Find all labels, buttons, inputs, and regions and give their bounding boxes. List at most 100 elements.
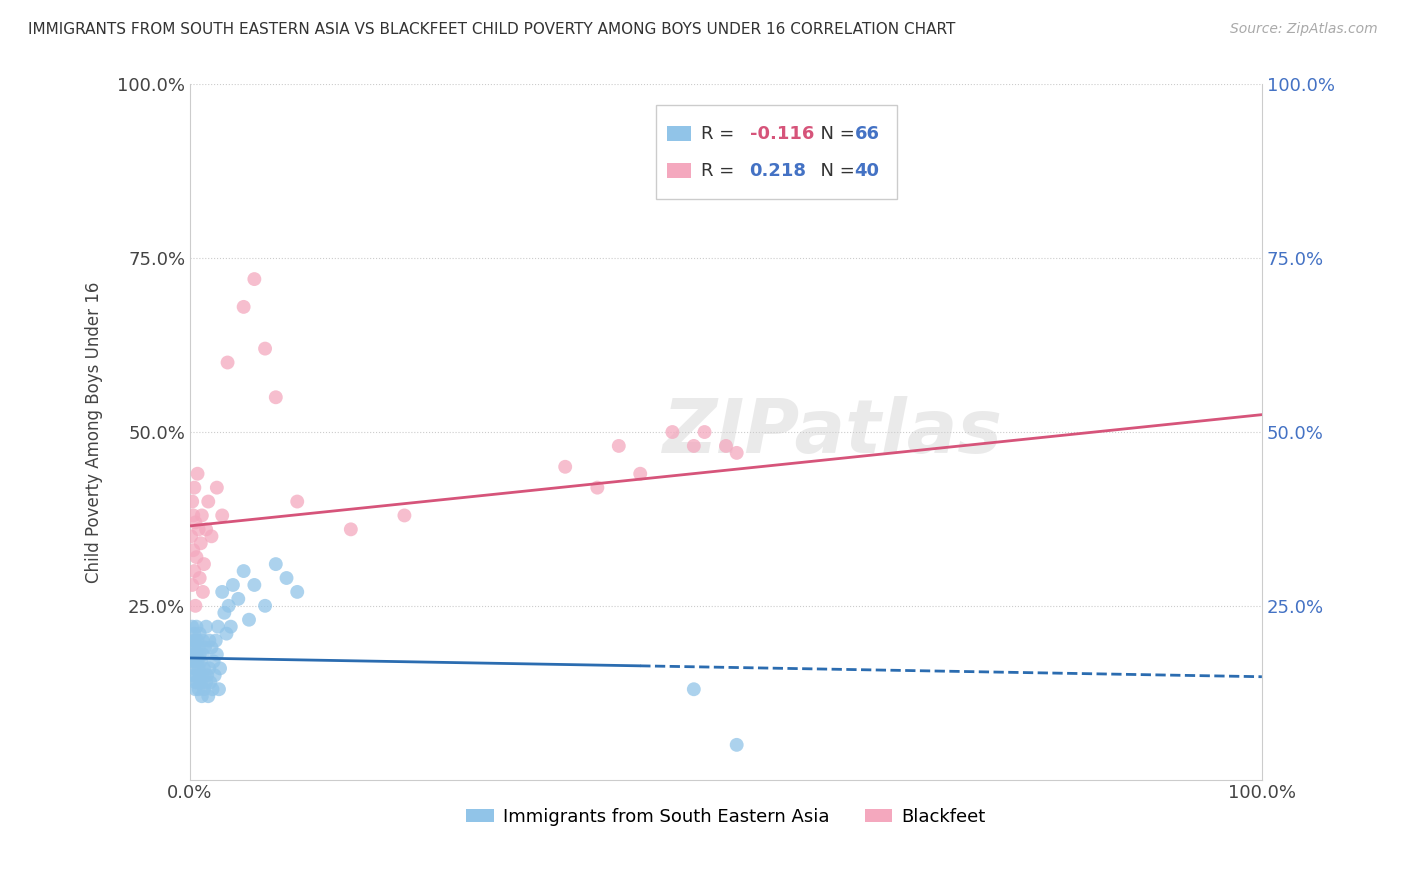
Point [184, 599, 207, 613]
Point [194, 640, 217, 655]
Point [207, 620, 229, 634]
Point [181, 633, 204, 648]
Point [200, 640, 222, 655]
Text: N =: N = [808, 125, 860, 143]
Point [586, 481, 609, 495]
Point [682, 682, 704, 697]
Point [232, 300, 254, 314]
Point [184, 516, 207, 530]
Point [264, 390, 287, 404]
Point [181, 668, 204, 682]
Point [191, 633, 214, 648]
Point [254, 342, 277, 356]
Point [264, 557, 287, 571]
Point [205, 648, 228, 662]
Text: Source: ZipAtlas.com: Source: ZipAtlas.com [1230, 22, 1378, 37]
Point [226, 591, 249, 606]
Point [276, 571, 298, 585]
Point [188, 668, 211, 682]
Point [181, 543, 204, 558]
Point [200, 675, 222, 690]
Point [190, 655, 212, 669]
Point [180, 640, 202, 655]
Point [187, 467, 209, 481]
Point [183, 626, 205, 640]
Point [554, 459, 576, 474]
Point [193, 682, 215, 697]
Point [184, 675, 207, 690]
Point [187, 655, 209, 669]
Point [188, 626, 211, 640]
Text: 40: 40 [855, 161, 880, 179]
Bar [666, 163, 690, 178]
Point [208, 682, 231, 697]
Point [197, 494, 219, 508]
Text: IMMIGRANTS FROM SOUTH EASTERN ASIA VS BLACKFEET CHILD POVERTY AMONG BOYS UNDER 1: IMMIGRANTS FROM SOUTH EASTERN ASIA VS BL… [28, 22, 956, 37]
Point [204, 633, 226, 648]
Y-axis label: Child Poverty Among Boys Under 16: Child Poverty Among Boys Under 16 [86, 281, 103, 582]
Point [187, 640, 209, 655]
Text: ZIPatlas: ZIPatlas [664, 395, 1002, 468]
Point [184, 633, 207, 648]
Point [181, 655, 204, 669]
Point [714, 439, 737, 453]
Point [672, 105, 695, 120]
Point [243, 272, 266, 286]
Point [202, 655, 225, 669]
Point [190, 675, 212, 690]
Point [628, 467, 651, 481]
Point [725, 738, 748, 752]
Point [181, 620, 204, 634]
Point [211, 585, 233, 599]
Point [183, 661, 205, 675]
Point [661, 425, 683, 439]
Point [725, 446, 748, 460]
Point [222, 578, 245, 592]
Point [186, 550, 208, 565]
Point [195, 668, 218, 682]
Point [195, 620, 218, 634]
Point [181, 494, 204, 508]
Point [187, 675, 209, 690]
Point [190, 536, 212, 550]
Point [183, 564, 205, 578]
Point [183, 640, 205, 655]
Point [184, 655, 207, 669]
Point [188, 571, 211, 585]
Point [197, 689, 219, 703]
Point [188, 648, 211, 662]
Point [187, 661, 209, 675]
Point [187, 522, 209, 536]
Text: -0.116: -0.116 [749, 125, 814, 143]
Point [186, 668, 208, 682]
Bar [666, 126, 690, 142]
Point [191, 508, 214, 523]
Point [204, 668, 226, 682]
Point [198, 633, 221, 648]
Point [254, 599, 277, 613]
Point [285, 585, 308, 599]
Point [191, 668, 214, 682]
Point [195, 675, 218, 690]
Point [191, 648, 214, 662]
Point [184, 682, 207, 697]
Point [238, 613, 260, 627]
Point [191, 585, 214, 599]
Point [219, 620, 242, 634]
Point [181, 508, 204, 523]
Point [285, 494, 308, 508]
Point [682, 439, 704, 453]
Point [200, 529, 222, 543]
Point [187, 682, 209, 697]
Point [181, 648, 204, 662]
Point [394, 508, 416, 523]
Point [186, 648, 208, 662]
Point [201, 682, 224, 697]
Point [181, 578, 204, 592]
Point [693, 425, 716, 439]
Point [215, 626, 238, 640]
Text: R =: R = [702, 161, 741, 179]
Point [218, 599, 240, 613]
Point [195, 522, 218, 536]
Point [193, 557, 215, 571]
